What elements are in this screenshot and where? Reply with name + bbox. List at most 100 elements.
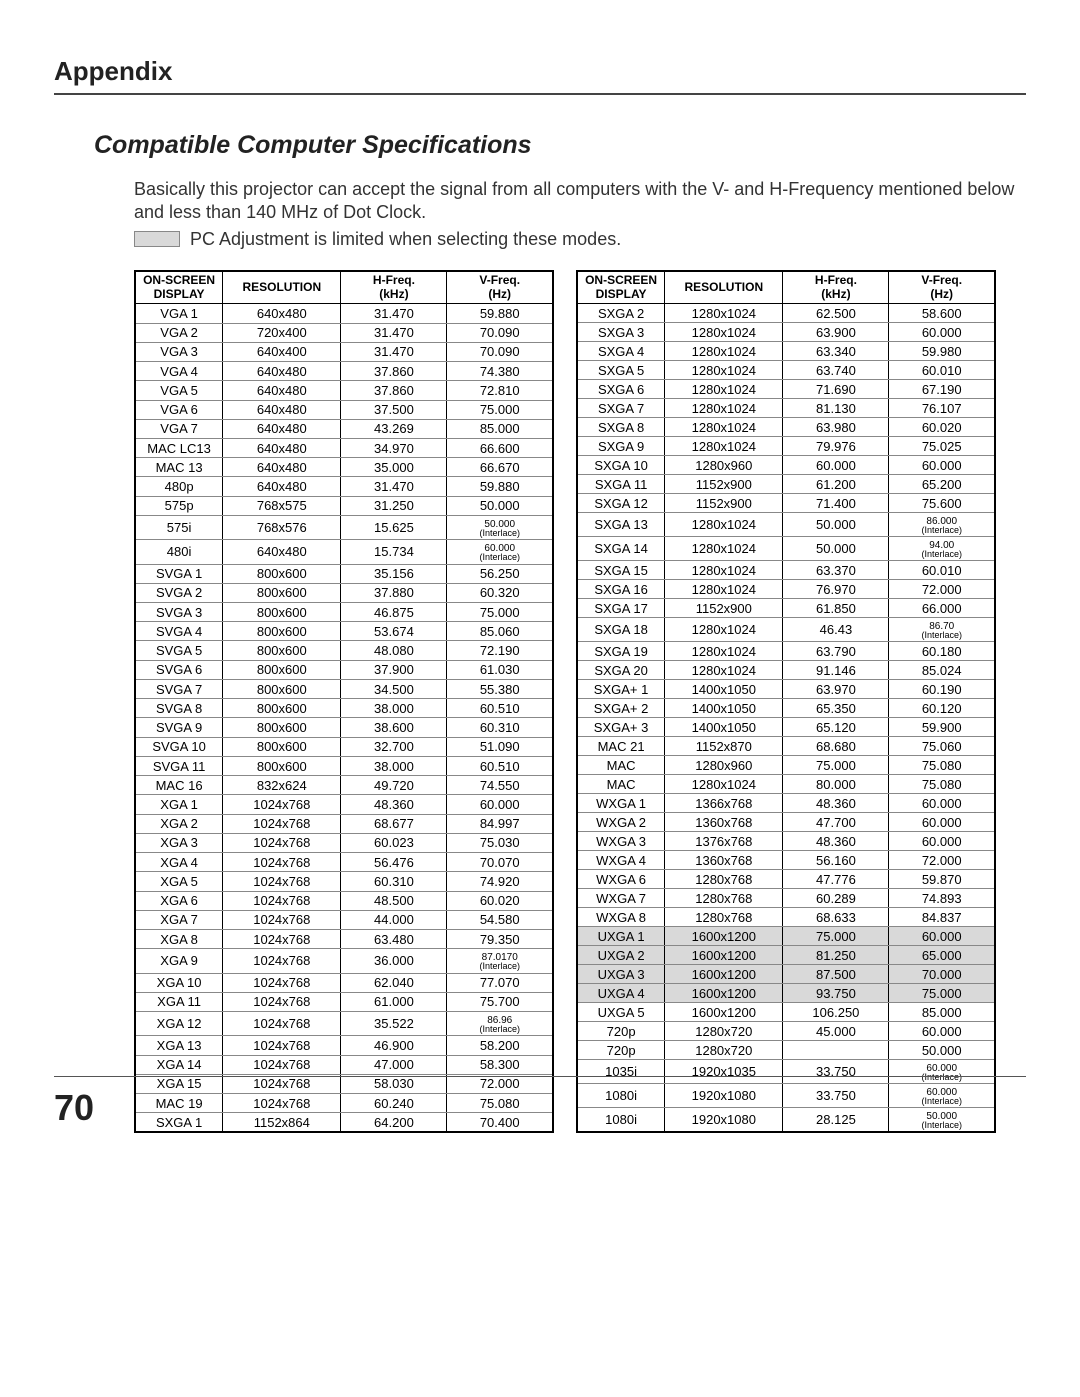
- cell-display: WXGA 6: [577, 870, 665, 889]
- cell-resolution: 640x480: [223, 540, 341, 564]
- cell-resolution: 800x600: [223, 583, 341, 602]
- section-title: Appendix: [54, 56, 1026, 87]
- cell-hfreq: 37.880: [341, 583, 447, 602]
- spec-table-right: ON-SCREENDISPLAYRESOLUTIONH-Freq.(kHz)V-…: [576, 270, 996, 1134]
- cell-vfreq: 70.090: [447, 342, 553, 361]
- cell-resolution: 1600x1200: [665, 927, 783, 946]
- cell-vfreq: 60.000: [889, 813, 995, 832]
- th-vfreq: V-Freq.(Hz): [889, 271, 995, 304]
- cell-display: SXGA 9: [577, 437, 665, 456]
- cell-hfreq: 15.734: [341, 540, 447, 564]
- cell-hfreq: 62.040: [341, 973, 447, 992]
- cell-vfreq: 58.200: [447, 1036, 553, 1055]
- cell-hfreq: 68.677: [341, 814, 447, 833]
- cell-display: SXGA 10: [577, 456, 665, 475]
- cell-hfreq: 45.000: [783, 1022, 889, 1041]
- cell-vfreq: 60.180: [889, 642, 995, 661]
- cell-vfreq: 50.000(Interlace): [889, 1108, 995, 1133]
- footer-rule: [54, 1076, 1026, 1077]
- cell-display: SXGA 1: [135, 1113, 223, 1133]
- cell-display: SXGA+ 3: [577, 718, 665, 737]
- cell-display: XGA 6: [135, 891, 223, 910]
- cell-resolution: 1280x960: [665, 756, 783, 775]
- table-row: 720p1280x72050.000: [577, 1041, 995, 1060]
- cell-display: VGA 6: [135, 400, 223, 419]
- cell-hfreq: 63.970: [783, 680, 889, 699]
- cell-resolution: 1024x768: [223, 853, 341, 872]
- table-row: XGA 21024x76868.67784.997: [135, 814, 553, 833]
- cell-hfreq: 63.740: [783, 361, 889, 380]
- cell-vfreq: 50.000: [447, 496, 553, 515]
- cell-resolution: 768x575: [223, 496, 341, 515]
- cell-vfreq: 60.010: [889, 561, 995, 580]
- cell-display: SXGA+ 1: [577, 680, 665, 699]
- cell-resolution: 1360x768: [665, 813, 783, 832]
- cell-hfreq: 35.156: [341, 564, 447, 583]
- cell-vfreq: 74.893: [889, 889, 995, 908]
- cell-hfreq: 15.625: [341, 515, 447, 539]
- table-row: XGA 71024x76844.00054.580: [135, 910, 553, 929]
- cell-display: SVGA 9: [135, 718, 223, 737]
- cell-hfreq: 60.310: [341, 872, 447, 891]
- table-row: SXGA 121152x90071.40075.600: [577, 494, 995, 513]
- cell-resolution: 1280x1024: [665, 418, 783, 437]
- table-row: SXGA+ 11400x105063.97060.190: [577, 680, 995, 699]
- cell-hfreq: [783, 1041, 889, 1060]
- cell-vfreq: 72.000: [889, 851, 995, 870]
- cell-hfreq: 49.720: [341, 776, 447, 795]
- cell-resolution: 1280x720: [665, 1022, 783, 1041]
- cell-vfreq: 60.020: [447, 891, 553, 910]
- cell-resolution: 1400x1050: [665, 718, 783, 737]
- cell-vfreq: 84.837: [889, 908, 995, 927]
- th-vfreq: V-Freq.(Hz): [447, 271, 553, 304]
- cell-resolution: 800x600: [223, 699, 341, 718]
- cell-resolution: 640x480: [223, 419, 341, 438]
- cell-resolution: 1600x1200: [665, 984, 783, 1003]
- table-row: MAC 191024x76860.24075.080: [135, 1094, 553, 1113]
- table-row: SXGA 21280x102462.50058.600: [577, 304, 995, 323]
- body-text: Basically this projector can accept the …: [54, 178, 1026, 225]
- cell-display: VGA 3: [135, 342, 223, 361]
- cell-display: SXGA 16: [577, 580, 665, 599]
- cell-resolution: 640x480: [223, 477, 341, 496]
- table-row: UXGA 31600x120087.50070.000: [577, 965, 995, 984]
- cell-display: SVGA 8: [135, 699, 223, 718]
- table-row: VGA 1640x48031.47059.880: [135, 304, 553, 323]
- cell-hfreq: 60.289: [783, 889, 889, 908]
- cell-hfreq: 93.750: [783, 984, 889, 1003]
- cell-display: WXGA 7: [577, 889, 665, 908]
- cell-display: SVGA 2: [135, 583, 223, 602]
- th-hfreq: H-Freq.(kHz): [783, 271, 889, 304]
- table-row: SXGA 191280x102463.79060.180: [577, 642, 995, 661]
- cell-resolution: 800x600: [223, 718, 341, 737]
- cell-display: WXGA 3: [577, 832, 665, 851]
- cell-display: XGA 5: [135, 872, 223, 891]
- table-row: XGA 111024x76861.00075.700: [135, 992, 553, 1011]
- cell-display: SXGA 20: [577, 661, 665, 680]
- cell-display: MAC LC13: [135, 439, 223, 458]
- cell-hfreq: 71.400: [783, 494, 889, 513]
- page-number: 70: [54, 1087, 94, 1129]
- table-row: XGA 141024x76847.00058.300: [135, 1055, 553, 1074]
- cell-display: XGA 4: [135, 853, 223, 872]
- table-row: SXGA 61280x102471.69067.190: [577, 380, 995, 399]
- cell-hfreq: 75.000: [783, 756, 889, 775]
- cell-hfreq: 48.360: [341, 795, 447, 814]
- table-row: UXGA 41600x120093.75075.000: [577, 984, 995, 1003]
- table-row: 1080i1920x108028.12550.000(Interlace): [577, 1108, 995, 1133]
- table-row: 575p768x57531.25050.000: [135, 496, 553, 515]
- cell-display: SXGA 15: [577, 561, 665, 580]
- table-row: SVGA 11800x60038.00060.510: [135, 756, 553, 775]
- cell-hfreq: 46.900: [341, 1036, 447, 1055]
- table-row: SXGA 71280x102481.13076.107: [577, 399, 995, 418]
- table-row: MAC LC13640x48034.97066.600: [135, 439, 553, 458]
- cell-hfreq: 47.776: [783, 870, 889, 889]
- table-row: XGA 11024x76848.36060.000: [135, 795, 553, 814]
- cell-display: SVGA 7: [135, 679, 223, 698]
- cell-resolution: 1280x1024: [665, 513, 783, 537]
- cell-resolution: 1600x1200: [665, 965, 783, 984]
- cell-hfreq: 60.240: [341, 1094, 447, 1113]
- cell-display: WXGA 8: [577, 908, 665, 927]
- cell-resolution: 1152x900: [665, 494, 783, 513]
- cell-hfreq: 44.000: [341, 910, 447, 929]
